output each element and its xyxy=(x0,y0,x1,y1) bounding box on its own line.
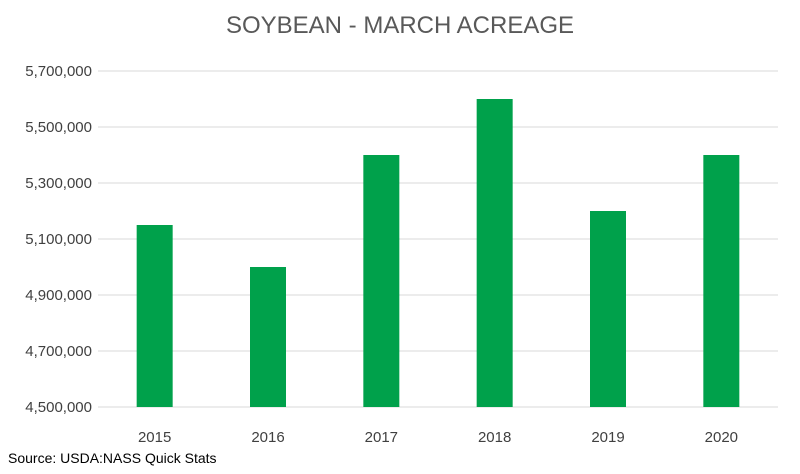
y-tick-label: 4,700,000 xyxy=(25,343,92,360)
y-tick-label: 5,300,000 xyxy=(25,175,92,192)
source-note: Source: USDA:NASS Quick Stats xyxy=(8,450,217,466)
bar-2018 xyxy=(476,99,513,407)
bar-2017 xyxy=(363,155,400,407)
x-tick-label: 2017 xyxy=(365,429,398,446)
x-tick-label: 2016 xyxy=(251,429,284,446)
chart-title: SOYBEAN - MARCH ACREAGE xyxy=(226,12,574,39)
y-axis-ticks: 4,500,000 4,700,000 4,900,000 5,100,000 5,30… xyxy=(25,63,92,416)
y-tick-label: 5,500,000 xyxy=(25,119,92,136)
x-tick-label: 2020 xyxy=(705,429,738,446)
x-tick-label: 2015 xyxy=(138,429,171,446)
bars xyxy=(136,99,740,407)
gridlines xyxy=(98,70,778,408)
y-tick-label: 4,500,000 xyxy=(25,399,92,416)
y-tick-label: 4,900,000 xyxy=(25,287,92,304)
x-tick-label: 2018 xyxy=(478,429,511,446)
bar-2016 xyxy=(250,267,286,407)
x-axis-ticks: 2015 2016 2017 2018 2019 2020 xyxy=(138,429,738,446)
y-tick-label: 5,100,000 xyxy=(25,231,92,248)
bar-2019 xyxy=(590,211,626,407)
bar-2015 xyxy=(136,225,173,407)
x-tick-label: 2019 xyxy=(591,429,624,446)
bar-2020 xyxy=(703,155,740,407)
y-tick-label: 5,700,000 xyxy=(25,63,92,80)
